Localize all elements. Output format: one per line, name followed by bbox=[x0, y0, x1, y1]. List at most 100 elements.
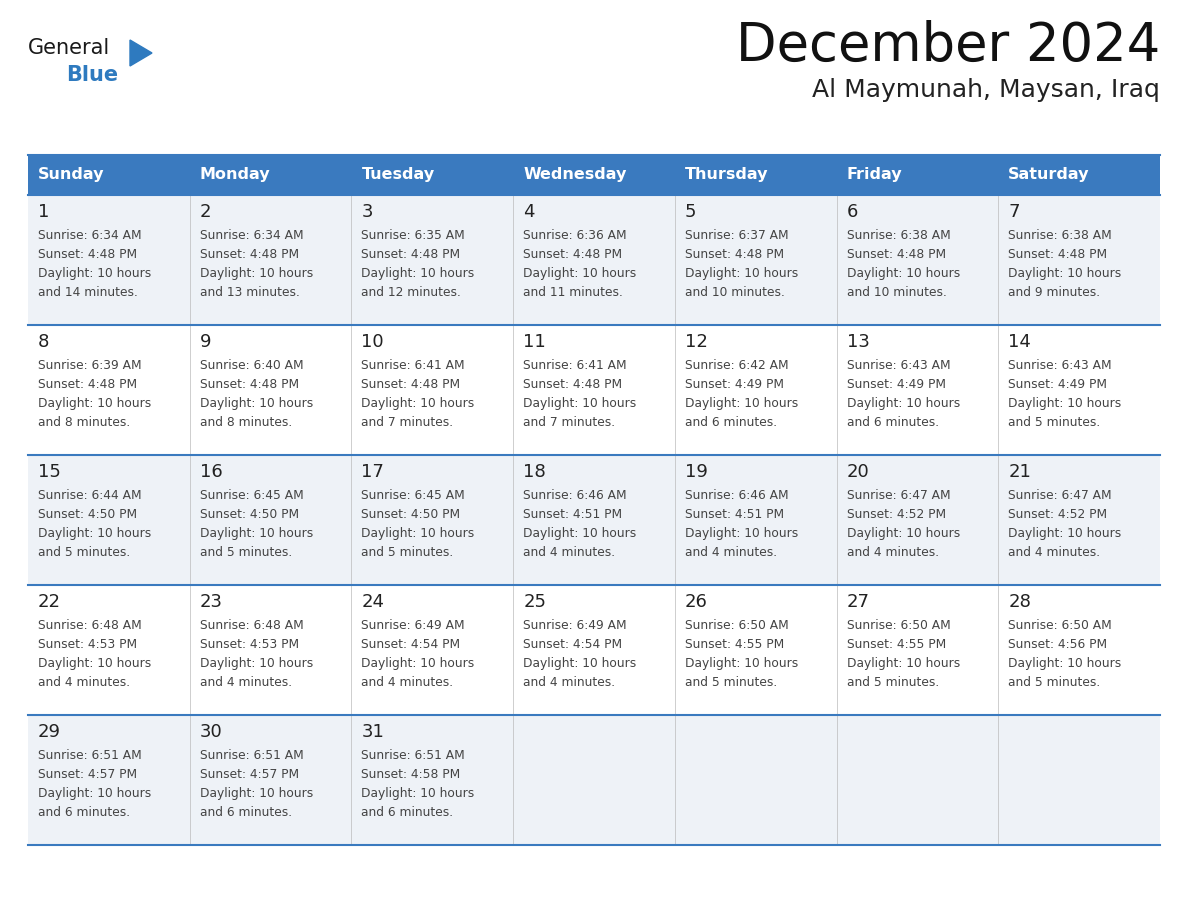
Text: and 13 minutes.: and 13 minutes. bbox=[200, 286, 299, 299]
Text: and 6 minutes.: and 6 minutes. bbox=[200, 806, 292, 819]
Text: Sunrise: 6:35 AM: Sunrise: 6:35 AM bbox=[361, 229, 466, 242]
Bar bbox=[352, 155, 513, 195]
Text: Daylight: 10 hours: Daylight: 10 hours bbox=[1009, 527, 1121, 540]
Text: Sunset: 4:58 PM: Sunset: 4:58 PM bbox=[361, 768, 461, 781]
Text: 30: 30 bbox=[200, 723, 222, 741]
Text: Sunset: 4:50 PM: Sunset: 4:50 PM bbox=[200, 508, 299, 521]
Text: 4: 4 bbox=[523, 203, 535, 221]
Text: Sunrise: 6:43 AM: Sunrise: 6:43 AM bbox=[847, 359, 950, 372]
Bar bbox=[675, 455, 836, 585]
Bar bbox=[998, 715, 1159, 845]
Bar bbox=[513, 715, 675, 845]
Text: 29: 29 bbox=[38, 723, 61, 741]
Text: Daylight: 10 hours: Daylight: 10 hours bbox=[361, 657, 475, 670]
Bar bbox=[29, 325, 190, 455]
Text: Sunrise: 6:46 AM: Sunrise: 6:46 AM bbox=[684, 489, 789, 502]
Text: Daylight: 10 hours: Daylight: 10 hours bbox=[1009, 267, 1121, 280]
Text: Sunrise: 6:36 AM: Sunrise: 6:36 AM bbox=[523, 229, 627, 242]
Bar bbox=[352, 715, 513, 845]
Text: Daylight: 10 hours: Daylight: 10 hours bbox=[38, 787, 151, 800]
Text: Sunrise: 6:45 AM: Sunrise: 6:45 AM bbox=[361, 489, 466, 502]
Bar bbox=[513, 195, 675, 325]
Bar bbox=[836, 455, 998, 585]
Text: and 5 minutes.: and 5 minutes. bbox=[200, 546, 292, 559]
Text: and 5 minutes.: and 5 minutes. bbox=[361, 546, 454, 559]
Text: Sunset: 4:48 PM: Sunset: 4:48 PM bbox=[1009, 248, 1107, 261]
Text: 12: 12 bbox=[684, 333, 708, 351]
Text: Sunset: 4:48 PM: Sunset: 4:48 PM bbox=[200, 248, 299, 261]
Text: Tuesday: Tuesday bbox=[361, 167, 435, 183]
Text: Daylight: 10 hours: Daylight: 10 hours bbox=[38, 397, 151, 410]
Text: and 4 minutes.: and 4 minutes. bbox=[684, 546, 777, 559]
Text: and 5 minutes.: and 5 minutes. bbox=[1009, 676, 1100, 689]
Text: Sunrise: 6:45 AM: Sunrise: 6:45 AM bbox=[200, 489, 303, 502]
Text: Sunset: 4:48 PM: Sunset: 4:48 PM bbox=[361, 378, 461, 391]
Text: and 10 minutes.: and 10 minutes. bbox=[684, 286, 785, 299]
Text: Sunset: 4:54 PM: Sunset: 4:54 PM bbox=[523, 638, 623, 651]
Text: Saturday: Saturday bbox=[1009, 167, 1089, 183]
Text: Sunset: 4:48 PM: Sunset: 4:48 PM bbox=[38, 248, 137, 261]
Text: 8: 8 bbox=[38, 333, 50, 351]
Bar bbox=[513, 455, 675, 585]
Text: Sunset: 4:48 PM: Sunset: 4:48 PM bbox=[684, 248, 784, 261]
Bar bbox=[190, 195, 352, 325]
Bar bbox=[998, 585, 1159, 715]
Text: 10: 10 bbox=[361, 333, 384, 351]
Text: Sunset: 4:48 PM: Sunset: 4:48 PM bbox=[361, 248, 461, 261]
Text: Sunrise: 6:49 AM: Sunrise: 6:49 AM bbox=[361, 619, 465, 632]
Text: and 5 minutes.: and 5 minutes. bbox=[847, 676, 939, 689]
Text: Sunrise: 6:37 AM: Sunrise: 6:37 AM bbox=[684, 229, 789, 242]
Bar bbox=[513, 155, 675, 195]
Text: Daylight: 10 hours: Daylight: 10 hours bbox=[361, 527, 475, 540]
Bar bbox=[675, 585, 836, 715]
Text: 1: 1 bbox=[38, 203, 50, 221]
Text: Sunrise: 6:34 AM: Sunrise: 6:34 AM bbox=[200, 229, 303, 242]
Text: Daylight: 10 hours: Daylight: 10 hours bbox=[523, 527, 637, 540]
Bar bbox=[29, 155, 190, 195]
Text: and 6 minutes.: and 6 minutes. bbox=[361, 806, 454, 819]
Text: Sunset: 4:50 PM: Sunset: 4:50 PM bbox=[38, 508, 137, 521]
Text: Sunset: 4:55 PM: Sunset: 4:55 PM bbox=[847, 638, 946, 651]
Text: Daylight: 10 hours: Daylight: 10 hours bbox=[847, 397, 960, 410]
Text: 5: 5 bbox=[684, 203, 696, 221]
Bar bbox=[29, 715, 190, 845]
Text: Sunrise: 6:34 AM: Sunrise: 6:34 AM bbox=[38, 229, 141, 242]
Text: 24: 24 bbox=[361, 593, 385, 611]
Text: 19: 19 bbox=[684, 463, 708, 481]
Text: Sunset: 4:52 PM: Sunset: 4:52 PM bbox=[847, 508, 946, 521]
Bar bbox=[675, 715, 836, 845]
Text: Blue: Blue bbox=[67, 65, 118, 85]
Bar bbox=[352, 455, 513, 585]
Text: and 5 minutes.: and 5 minutes. bbox=[1009, 416, 1100, 429]
Text: and 6 minutes.: and 6 minutes. bbox=[684, 416, 777, 429]
Text: 27: 27 bbox=[847, 593, 870, 611]
Text: 20: 20 bbox=[847, 463, 870, 481]
Text: Sunrise: 6:47 AM: Sunrise: 6:47 AM bbox=[847, 489, 950, 502]
Text: Sunrise: 6:43 AM: Sunrise: 6:43 AM bbox=[1009, 359, 1112, 372]
Text: Daylight: 10 hours: Daylight: 10 hours bbox=[684, 527, 798, 540]
Text: and 4 minutes.: and 4 minutes. bbox=[523, 546, 615, 559]
Bar bbox=[998, 155, 1159, 195]
Text: 25: 25 bbox=[523, 593, 546, 611]
Text: Daylight: 10 hours: Daylight: 10 hours bbox=[361, 787, 475, 800]
Bar bbox=[190, 715, 352, 845]
Text: Sunrise: 6:50 AM: Sunrise: 6:50 AM bbox=[684, 619, 789, 632]
Text: Sunset: 4:48 PM: Sunset: 4:48 PM bbox=[847, 248, 946, 261]
Text: Daylight: 10 hours: Daylight: 10 hours bbox=[523, 657, 637, 670]
Text: Sunset: 4:54 PM: Sunset: 4:54 PM bbox=[361, 638, 461, 651]
Bar bbox=[29, 585, 190, 715]
Text: Sunset: 4:49 PM: Sunset: 4:49 PM bbox=[1009, 378, 1107, 391]
Text: 15: 15 bbox=[38, 463, 61, 481]
Text: Sunset: 4:57 PM: Sunset: 4:57 PM bbox=[200, 768, 299, 781]
Text: Thursday: Thursday bbox=[684, 167, 769, 183]
Bar bbox=[29, 455, 190, 585]
Text: Sunset: 4:53 PM: Sunset: 4:53 PM bbox=[200, 638, 299, 651]
Text: 7: 7 bbox=[1009, 203, 1019, 221]
Text: Daylight: 10 hours: Daylight: 10 hours bbox=[847, 527, 960, 540]
Text: Daylight: 10 hours: Daylight: 10 hours bbox=[684, 267, 798, 280]
Text: 3: 3 bbox=[361, 203, 373, 221]
Text: 14: 14 bbox=[1009, 333, 1031, 351]
Text: and 8 minutes.: and 8 minutes. bbox=[38, 416, 131, 429]
Text: Sunset: 4:57 PM: Sunset: 4:57 PM bbox=[38, 768, 137, 781]
Polygon shape bbox=[129, 40, 152, 66]
